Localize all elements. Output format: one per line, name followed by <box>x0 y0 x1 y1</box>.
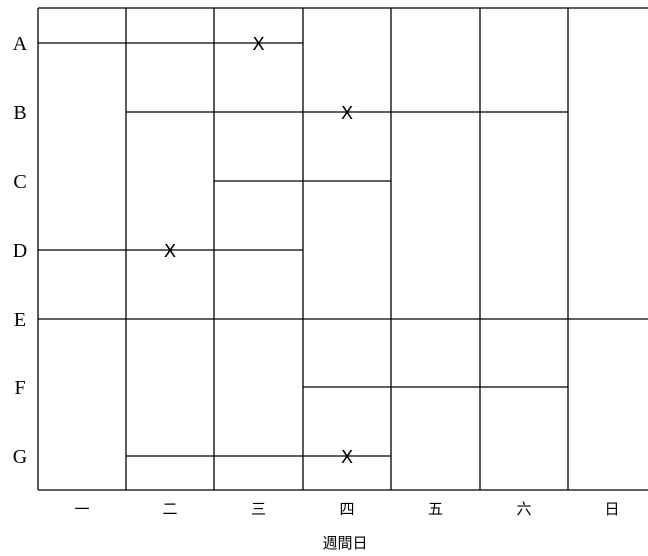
connection-lines <box>38 42 648 457</box>
row-label-c: C <box>13 171 26 193</box>
day-label: 二 <box>162 500 177 518</box>
x-mark-d: X <box>164 241 176 262</box>
day-label: 三 <box>251 500 266 518</box>
row-label-g: G <box>13 446 27 468</box>
row-label-e: E <box>14 309 26 331</box>
row-label-f: F <box>14 377 25 399</box>
marks: X X X X <box>164 34 353 468</box>
x-mark-b: X <box>341 103 353 124</box>
row-labels: A B C D E F G <box>13 33 28 468</box>
day-label: 六 <box>516 500 531 518</box>
row-label-d: D <box>13 240 27 262</box>
day-label: 四 <box>339 500 354 518</box>
day-label: 日 <box>604 500 619 518</box>
x-mark-g: X <box>341 447 353 468</box>
day-label: 五 <box>428 500 443 518</box>
day-labels: 一二三四五六日 <box>74 500 619 518</box>
axis-title: 週間日 <box>322 534 367 552</box>
day-label: 一 <box>74 500 89 518</box>
row-label-a: A <box>13 33 28 55</box>
x-mark-a: X <box>252 34 264 55</box>
grid-lines <box>37 7 648 491</box>
row-label-b: B <box>13 102 26 124</box>
